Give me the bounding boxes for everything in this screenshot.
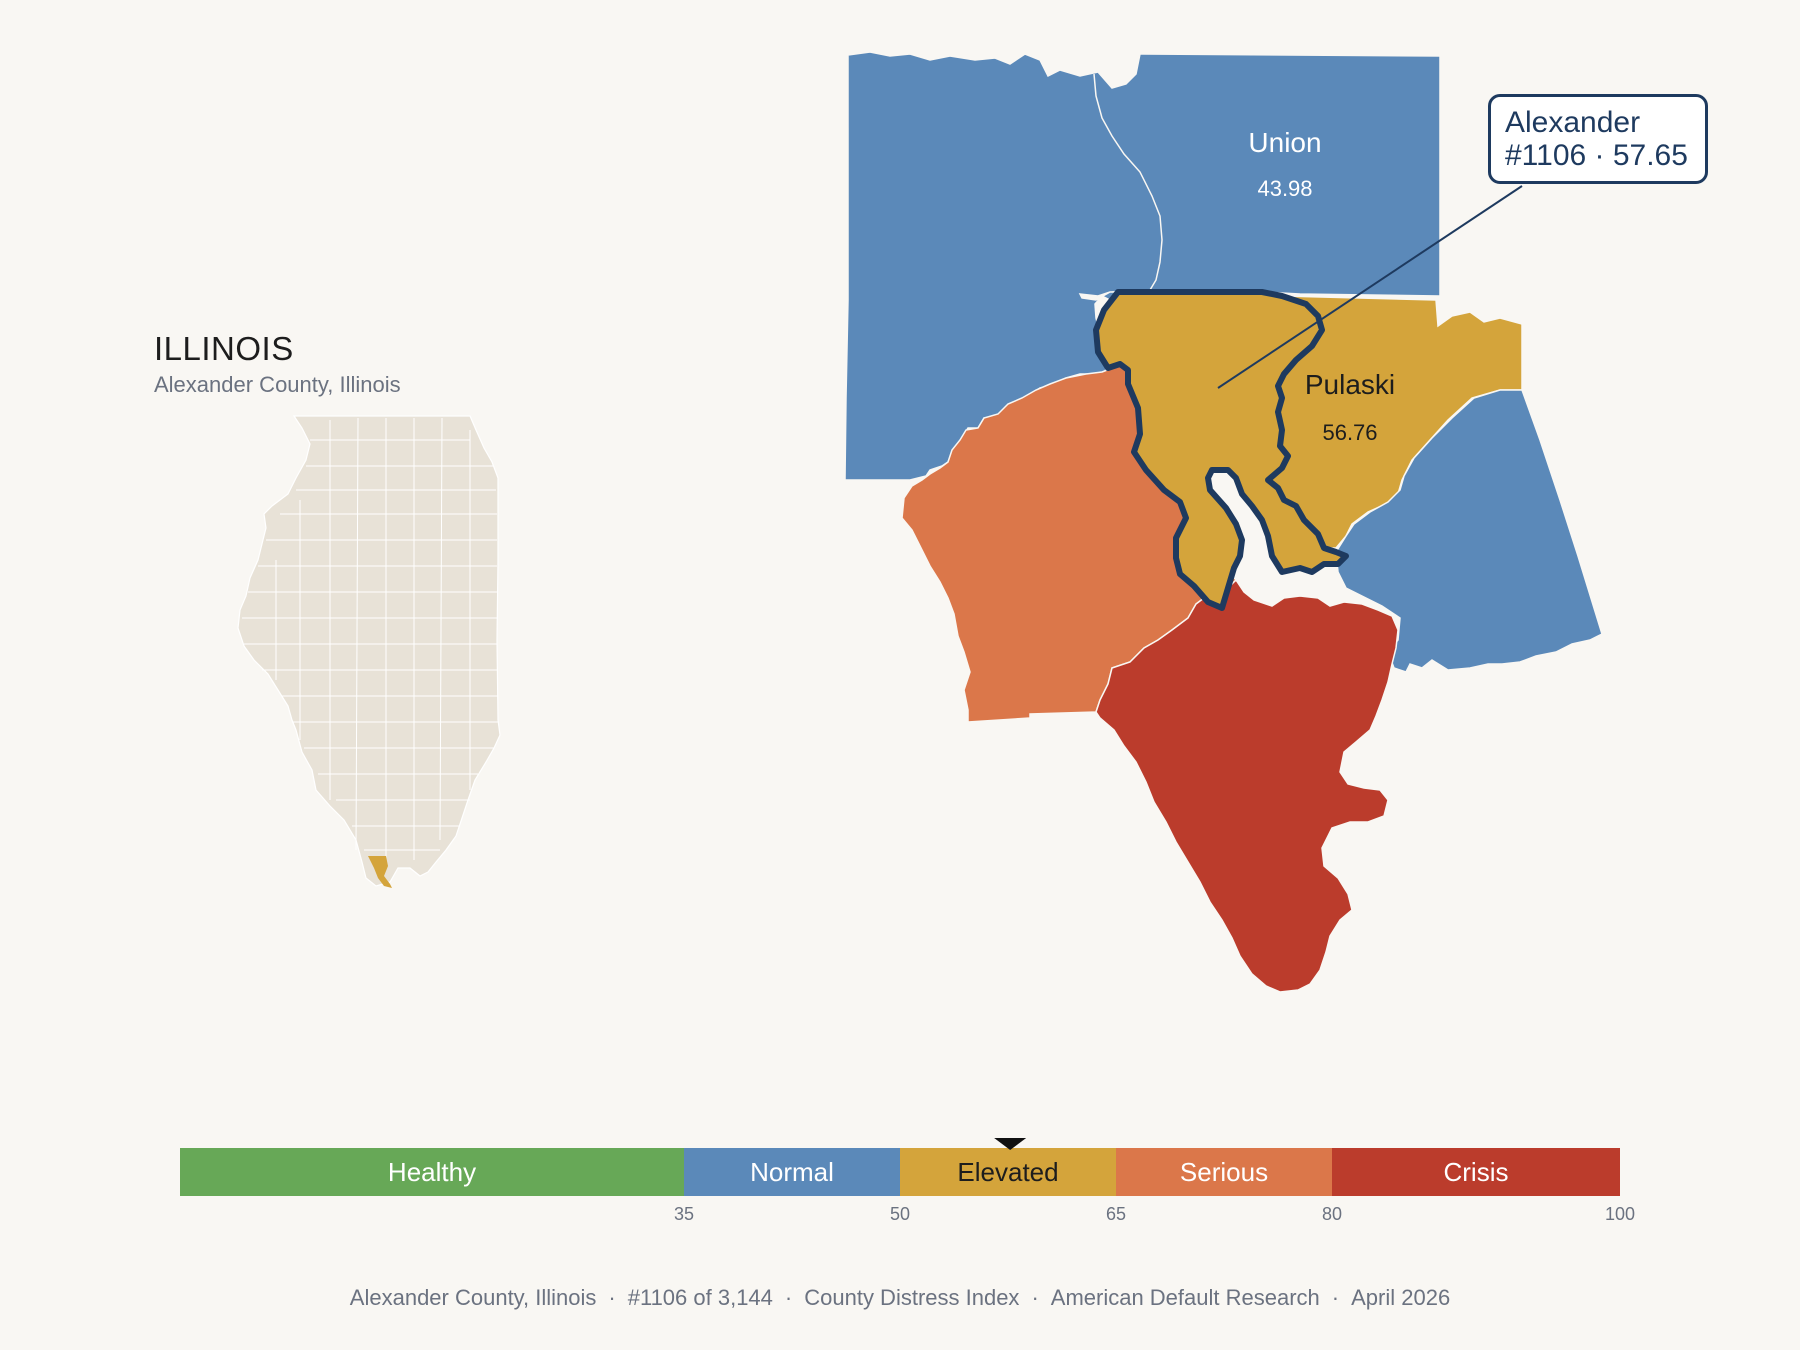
label-union-name: Union — [1248, 127, 1321, 158]
label-pulaski-name: Pulaski — [1305, 369, 1395, 400]
footer-index: County Distress Index — [804, 1285, 1020, 1310]
callout-name: Alexander — [1505, 106, 1641, 139]
footer-separator: · — [608, 1285, 616, 1310]
legend-band-label: Serious — [1180, 1157, 1268, 1187]
legend-band-label: Crisis — [1444, 1157, 1509, 1187]
legend-band-healthy — [180, 1148, 684, 1196]
legend-band-normal — [684, 1148, 900, 1196]
legend-value-marker — [994, 1138, 1027, 1150]
legend-band-label: Normal — [750, 1157, 834, 1187]
footer-separator: · — [1331, 1285, 1340, 1310]
footer-county: Alexander County, Illinois — [349, 1285, 597, 1310]
legend-band-label: Elevated — [957, 1157, 1058, 1187]
legend-tick-label: 100 — [1605, 1204, 1635, 1224]
inset-state-title: ILLINOIS — [154, 330, 294, 367]
footer-source: American Default Research — [1050, 1285, 1320, 1310]
alexander-county-inset — [368, 856, 392, 888]
legend-tick-label: 80 — [1322, 1204, 1342, 1224]
footer: Alexander County, Illinois · #1106 of 3,14… — [0, 1285, 1800, 1311]
footer-date: April 2026 — [1351, 1285, 1451, 1310]
county-alexander[interactable] — [1093, 289, 1349, 611]
county-south-crisis[interactable] — [1095, 578, 1399, 993]
illinois-inset — [237, 415, 501, 888]
callout-leader-line — [1217, 185, 1523, 389]
alexander-callout: Alexander #1106 · 57.65 — [1488, 94, 1708, 184]
legend-tick-label: 35 — [674, 1204, 694, 1224]
county-map — [844, 51, 1603, 993]
label-pulaski-value: 56.76 — [1322, 420, 1377, 445]
footer-separator: · — [784, 1285, 793, 1310]
legend-band-crisis — [1332, 1148, 1620, 1196]
legend-band-elevated — [900, 1148, 1116, 1196]
legend-tick-label: 65 — [1106, 1204, 1126, 1224]
illinois-state-shape — [237, 415, 501, 887]
union-internal-line — [1093, 73, 1163, 291]
legend-tick-label: 50 — [890, 1204, 910, 1224]
illinois-county-lines — [242, 417, 498, 860]
legend-band-label: Healthy — [388, 1157, 476, 1187]
callout-rank-value: #1106 · 57.65 — [1505, 139, 1688, 172]
footer-separator: · — [1031, 1285, 1039, 1310]
label-union-value: 43.98 — [1257, 176, 1312, 201]
distress-legend: Healthy Normal Elevated Serious Crisis 35 50 65… — [180, 1138, 1635, 1224]
footer-rank: #1106 of 3,144 — [627, 1285, 773, 1310]
inset-subtitle: Alexander County, Illinois — [154, 372, 401, 397]
legend-band-serious — [1116, 1148, 1332, 1196]
